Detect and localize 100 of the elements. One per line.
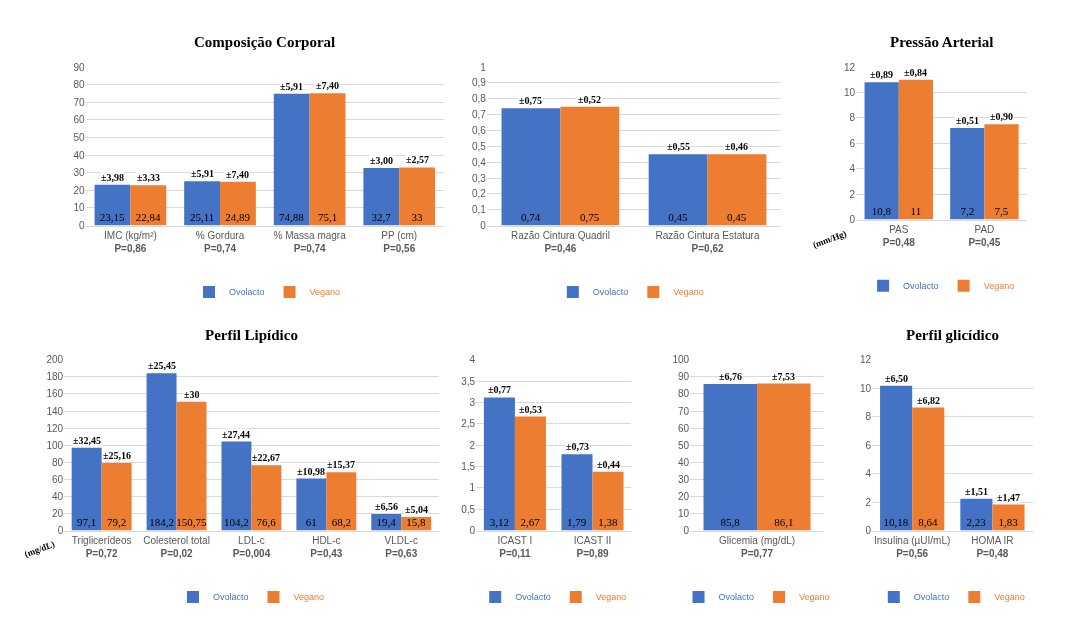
annotation: ±7,40 — [316, 80, 339, 91]
legend-label: Vegano — [293, 592, 325, 603]
data-label: 104,2 — [224, 515, 249, 528]
bar — [273, 93, 310, 226]
data-label: 32,7 — [371, 210, 392, 223]
bar — [220, 181, 256, 226]
data-label: 10,18 — [883, 515, 909, 528]
bar — [399, 167, 436, 226]
chart-title: Composição Corporal — [194, 34, 336, 50]
y-tick-label: 0,6 — [471, 124, 487, 136]
x-tick-label: PAS P=0,48 — [882, 223, 916, 248]
y-tick-label: 2 — [849, 188, 856, 200]
y-tick-label: 0 — [480, 220, 487, 232]
y-tick-label: 20 — [52, 508, 64, 520]
x-tick-label: ICAST I P=0,11 — [497, 534, 533, 559]
legend-label: Vegano — [994, 592, 1025, 603]
bar — [184, 181, 221, 226]
y-tick-label: 0,8 — [471, 93, 487, 105]
y-tick-label: 100 — [672, 354, 690, 366]
y-tick-label: 10 — [678, 508, 690, 520]
data-label: 8,64 — [918, 515, 939, 528]
annotation: ±6,56 — [375, 501, 398, 512]
y-tick-label: 80 — [73, 79, 86, 91]
annotation: ±0,46 — [725, 141, 748, 152]
data-label: 2,23 — [966, 515, 987, 528]
y-tick-label: 12 — [859, 354, 872, 366]
y-tick-label: 180 — [46, 371, 64, 383]
annotation: ±1,51 — [965, 486, 988, 497]
y-tick-label: 2,5 — [461, 418, 476, 430]
data-label: 74,88 — [279, 210, 305, 223]
data-label: 0,45 — [727, 210, 747, 223]
data-label: 85,8 — [720, 515, 741, 528]
x-tick-label: IMC (kg/m²) P=0,86 — [104, 229, 157, 254]
bar — [707, 154, 767, 226]
annotation: ±2,57 — [406, 154, 429, 165]
y-tick-label: 12 — [843, 61, 856, 73]
y-tick-label: 2 — [469, 439, 476, 451]
bar — [648, 154, 708, 226]
bar — [514, 416, 546, 531]
y-tick-label: 0,5 — [471, 140, 487, 152]
y-tick-label: 70 — [73, 96, 86, 108]
data-label: 7,2 — [960, 204, 975, 217]
bar — [221, 441, 252, 531]
data-label: 0,45 — [668, 210, 688, 223]
y-tick-label: 6 — [849, 137, 856, 149]
y-tick-label: 10 — [73, 202, 86, 214]
x-tick-label: PAD P=0,45 — [968, 223, 1001, 248]
y-tick-label: 60 — [52, 473, 64, 485]
bar — [176, 401, 207, 531]
data-label: 184,2 — [149, 515, 174, 528]
y-tick-label: 40 — [73, 149, 86, 161]
data-label: 2,67 — [520, 515, 541, 528]
y-tick-label: 0,3 — [471, 172, 487, 184]
x-tick-label: HOMA IR P=0,48 — [971, 534, 1014, 559]
annotation: ±0,75 — [519, 95, 542, 106]
y-tick-label: 0 — [57, 525, 64, 537]
y-tick-label: 20 — [73, 184, 86, 196]
legend-label: Vegano — [673, 287, 704, 298]
data-label: 61 — [305, 515, 317, 528]
data-label: 97,1 — [77, 515, 97, 528]
data-label: 150,75 — [176, 515, 207, 528]
annotation: ±6,76 — [719, 371, 742, 382]
annotation: ±6,82 — [917, 395, 940, 406]
data-label: 0,74 — [521, 210, 541, 223]
annotation: ±5,91 — [280, 81, 303, 92]
annotation: ±0,77 — [488, 384, 511, 395]
y-tick-label: 10 — [843, 86, 856, 98]
data-label: 86,1 — [774, 515, 794, 528]
data-label: 10,8 — [871, 204, 892, 217]
legend-label: Vegano — [983, 281, 1015, 292]
y-tick-label: 8 — [865, 411, 872, 423]
bar — [101, 462, 132, 531]
y-tick-label: 30 — [73, 167, 86, 179]
y-tick-label: 0 — [469, 525, 476, 537]
y-tick-label: 0,5 — [461, 503, 476, 515]
y-tick-label: 0,4 — [471, 156, 487, 168]
bar — [71, 447, 102, 531]
data-label: 33 — [411, 210, 423, 223]
y-tick-label: 40 — [678, 456, 690, 468]
bar — [950, 128, 985, 220]
data-label: 68,2 — [331, 515, 351, 528]
data-label: 19,4 — [376, 515, 397, 528]
annotation: ±3,33 — [137, 172, 160, 183]
y-tick-label: 80 — [52, 456, 64, 468]
chart-title: Perfil Lipídico — [205, 327, 298, 343]
data-label: 76,6 — [256, 515, 277, 528]
bar — [898, 79, 934, 220]
annotation: ±0,44 — [597, 459, 620, 470]
data-label: 15,8 — [406, 515, 427, 528]
y-tick-label: 80 — [678, 388, 690, 400]
y-tick-label: 3 — [469, 397, 476, 408]
y-tick-label: 0 — [79, 220, 86, 232]
y-tick-label: 90 — [73, 61, 86, 73]
annotation: ±0,51 — [956, 115, 979, 126]
data-label: 0,75 — [579, 210, 600, 223]
y-tick-label: 8 — [849, 112, 856, 124]
annotation: ±32,45 — [73, 435, 101, 446]
y-tick-label: 160 — [46, 388, 64, 400]
x-tick-label: ICAST II P=0,89 — [573, 534, 612, 559]
chart-title: Perfil glicídico — [906, 327, 999, 343]
